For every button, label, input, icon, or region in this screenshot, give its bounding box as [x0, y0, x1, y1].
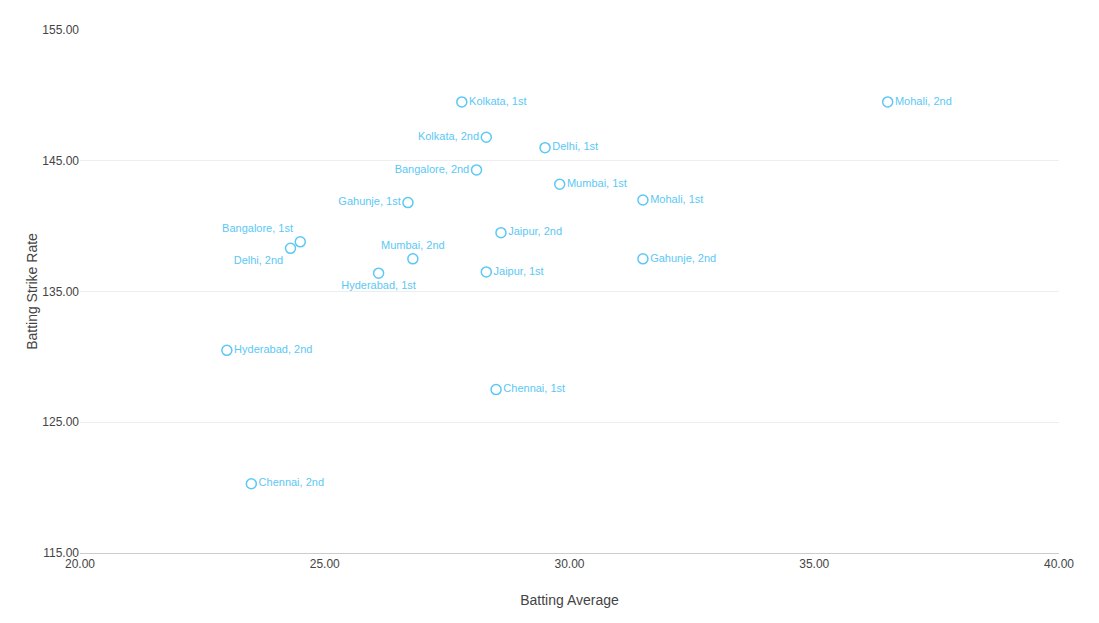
svg-text:Mohali, 2nd: Mohali, 2nd — [895, 95, 952, 107]
svg-text:Gahunje, 1st: Gahunje, 1st — [338, 195, 400, 207]
svg-text:35.00: 35.00 — [799, 557, 829, 571]
svg-text:Chennai, 2nd: Chennai, 2nd — [259, 476, 324, 488]
svg-text:Bangalore, 2nd: Bangalore, 2nd — [395, 163, 470, 175]
svg-text:115.00: 115.00 — [43, 546, 79, 560]
svg-text:Delhi, 1st: Delhi, 1st — [552, 140, 598, 152]
svg-text:Batting Strike Rate: Batting Strike Rate — [24, 233, 40, 350]
svg-text:Hyderabad, 2nd: Hyderabad, 2nd — [234, 343, 312, 355]
svg-text:Mumbai, 2nd: Mumbai, 2nd — [381, 239, 445, 251]
svg-text:Chennai, 1st: Chennai, 1st — [503, 382, 565, 394]
svg-text:Jaipur, 1st: Jaipur, 1st — [494, 265, 544, 277]
svg-text:Gahunje, 2nd: Gahunje, 2nd — [650, 252, 716, 264]
svg-text:Kolkata, 2nd: Kolkata, 2nd — [418, 130, 479, 142]
svg-text:Bangalore, 1st: Bangalore, 1st — [222, 222, 293, 234]
svg-text:145.00: 145.00 — [42, 154, 79, 168]
svg-text:20.00: 20.00 — [65, 557, 95, 571]
svg-text:25.00: 25.00 — [310, 557, 340, 571]
svg-text:125.00: 125.00 — [42, 415, 79, 429]
svg-text:40.00: 40.00 — [1044, 557, 1074, 571]
svg-text:Jaipur, 2nd: Jaipur, 2nd — [508, 225, 562, 237]
svg-text:Mumbai, 1st: Mumbai, 1st — [567, 177, 627, 189]
svg-text:155.00: 155.00 — [42, 23, 79, 37]
svg-text:Hyderabad, 1st: Hyderabad, 1st — [341, 279, 416, 291]
svg-text:Mohali, 1st: Mohali, 1st — [650, 193, 703, 205]
svg-text:135.00: 135.00 — [42, 285, 79, 299]
svg-text:Delhi, 2nd: Delhi, 2nd — [234, 254, 284, 266]
svg-text:Batting Average: Batting Average — [520, 592, 619, 608]
svg-text:Kolkata, 1st: Kolkata, 1st — [469, 95, 526, 107]
svg-text:30.00: 30.00 — [554, 557, 584, 571]
